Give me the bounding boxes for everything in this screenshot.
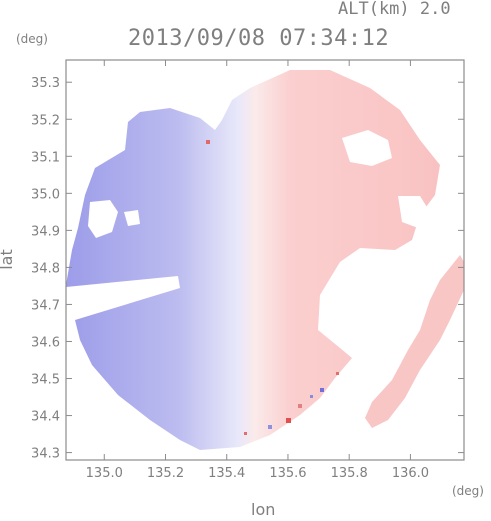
echo-gap-west <box>88 200 118 238</box>
y-tick-label: 35.1 <box>31 150 60 165</box>
plot-frame <box>65 59 465 461</box>
x-tick-label: 135.8 <box>331 466 368 481</box>
x-tick-label: 135.0 <box>86 466 123 481</box>
y-tick-label: 35.0 <box>31 187 60 202</box>
x-tick-label: 135.6 <box>269 466 306 481</box>
y-tick-label: 34.9 <box>31 224 60 239</box>
x-axis-unit: (deg) <box>452 484 484 498</box>
echo-east-band <box>365 255 464 428</box>
y-tick-label: 34.8 <box>31 261 60 276</box>
x-tick-label: 135.4 <box>208 466 245 481</box>
y-tick-label: 34.7 <box>31 298 60 313</box>
y-tick-label: 35.2 <box>31 113 60 128</box>
y-tick-label: 35.3 <box>31 76 60 91</box>
echo-gap-small <box>124 210 140 226</box>
timestamp-title: 2013/09/08 07:34:12 <box>128 26 390 51</box>
y-axis-unit: (deg) <box>16 32 48 46</box>
echo-field <box>66 70 464 450</box>
y-axis-ticks: 34.3 34.4 34.5 34.6 34.7 34.8 34.9 35.0 35.1 35.2… <box>31 76 464 462</box>
echo-gap-east <box>398 196 430 228</box>
y-tick-label: 34.4 <box>31 410 60 425</box>
x-axis-ticks: 135.0 135.2 135.4 135.6 135.8 136.0 <box>86 60 429 481</box>
echo-gap-northeast <box>342 130 392 166</box>
altitude-label: ALT(km) 2.0 <box>338 0 451 19</box>
echo-main-region <box>66 70 440 450</box>
x-tick-label: 135.2 <box>147 466 184 481</box>
x-axis-label: lon <box>251 500 276 519</box>
y-tick-label: 34.6 <box>31 335 60 350</box>
speckles <box>206 140 339 435</box>
y-tick-label: 34.3 <box>31 447 60 462</box>
x-tick-label: 136.0 <box>392 466 429 481</box>
y-tick-label: 34.5 <box>31 373 60 388</box>
